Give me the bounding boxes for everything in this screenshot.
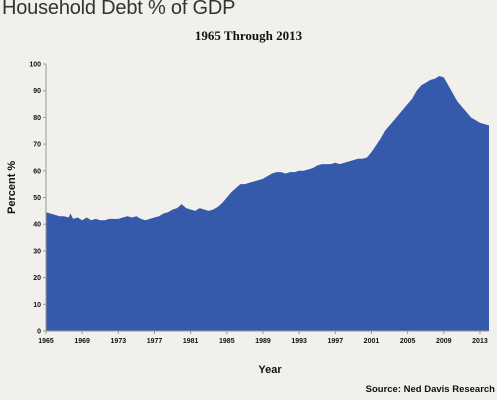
y-tick-label: 10 xyxy=(33,302,41,309)
x-tick-label: 1985 xyxy=(219,338,235,345)
x-tick-label: 1965 xyxy=(38,338,54,345)
x-tick-label: 1993 xyxy=(291,338,307,345)
x-tick-label: 1997 xyxy=(328,338,344,345)
x-tick-label: 2005 xyxy=(400,338,416,345)
y-tick-label: 80 xyxy=(33,115,41,122)
y-tick-label: 40 xyxy=(33,222,41,229)
x-axis-label: Year xyxy=(258,364,282,376)
y-tick-label: 100 xyxy=(29,62,41,69)
source-note: Source: Ned Davis Research xyxy=(365,384,495,395)
y-tick-label: 60 xyxy=(33,168,41,175)
x-tick-label: 1973 xyxy=(111,338,127,345)
x-tick-label: 1969 xyxy=(74,338,90,345)
x-tick-label: 2013 xyxy=(472,338,488,345)
x-tick-label: 2009 xyxy=(436,338,452,345)
y-tick-label: 90 xyxy=(33,88,41,95)
x-tick-label: 1989 xyxy=(255,338,271,345)
chart-subtitle: 1965 Through 2013 xyxy=(194,28,303,43)
y-axis-label: Percent % xyxy=(6,160,18,214)
y-tick-label: 30 xyxy=(33,248,41,255)
page-title: Household Debt % of GDP xyxy=(2,0,236,19)
x-tick-label: 1981 xyxy=(183,338,199,345)
x-tick-label: 1977 xyxy=(147,338,163,345)
area-series-0 xyxy=(46,76,489,332)
y-tick-label: 50 xyxy=(33,195,41,202)
y-tick-label: 70 xyxy=(33,142,41,149)
y-tick-label: 20 xyxy=(33,275,41,282)
x-tick-label: 2001 xyxy=(364,338,380,345)
y-tick-label: 0 xyxy=(37,329,41,336)
